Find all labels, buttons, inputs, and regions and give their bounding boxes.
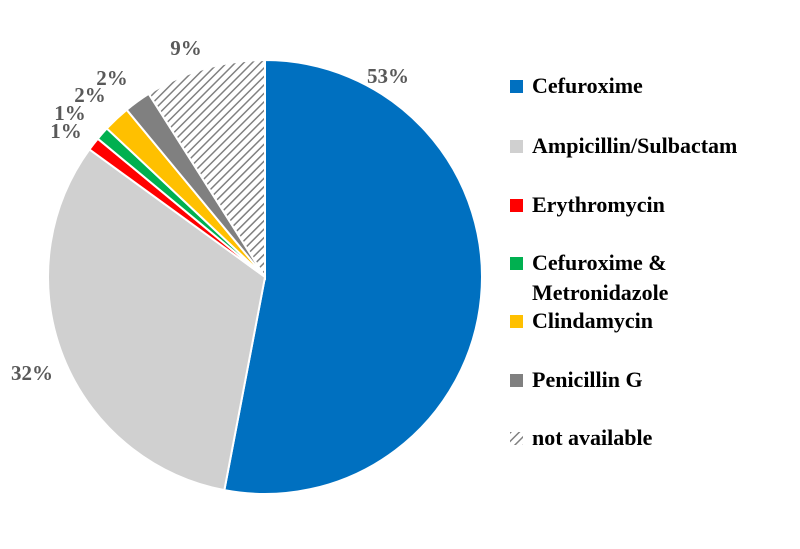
pie-slice-ampicillin-sulbactam xyxy=(47,148,267,492)
legend-item-clindamycin: Clindamycin xyxy=(510,308,653,333)
legend-label-not-available: not available xyxy=(532,425,653,450)
value-label-not-available: 9% xyxy=(170,36,202,60)
legend-label-cefuroxime-metronidazole: Cefuroxime & Metronidazole xyxy=(532,250,669,305)
legend-swatch-erythromycin xyxy=(510,199,523,212)
pie-slices xyxy=(47,58,483,495)
legend-label-penicillin-g: Penicillin G xyxy=(532,367,643,392)
legend-item-erythromycin: Erythromycin xyxy=(510,192,665,217)
legend-swatch-not-available xyxy=(510,432,523,445)
value-label-erythromycin: 1% xyxy=(50,119,82,143)
legend-item-not-available: not available xyxy=(510,425,653,450)
value-label-cefuroxime: 53% xyxy=(367,64,409,88)
legend-swatch-ampicillin-sulbactam xyxy=(510,140,523,153)
legend-item-penicillin-g: Penicillin G xyxy=(510,367,643,392)
legend-swatch-cefuroxime-metronidazole xyxy=(510,257,523,270)
legend-swatch-clindamycin xyxy=(510,315,523,328)
pie-slice-not-available xyxy=(147,58,266,281)
legend-item-cefuroxime: Cefuroxime xyxy=(510,73,643,98)
value-label-clindamycin: 2% xyxy=(74,83,106,107)
value-label-ampicillin-sulbactam: 32% xyxy=(11,361,53,385)
pie-slice-cefuroxime xyxy=(223,58,483,495)
legend-label-cefuroxime: Cefuroxime xyxy=(532,73,643,98)
legend-label-ampicillin-sulbactam: Ampicillin/Sulbactam xyxy=(532,133,737,158)
legend-label-erythromycin: Erythromycin xyxy=(532,192,665,217)
value-label-penicillin-g: 2% xyxy=(96,66,128,90)
value-label-cefuroxime-metronidazole: 1% xyxy=(54,101,86,125)
legend: Cefuroxime Ampicillin/Sulbactam Erythromyc… xyxy=(510,73,737,450)
legend-label-clindamycin: Clindamycin xyxy=(532,308,653,333)
legend-item-cefuroxime-metronidazole: Cefuroxime & Metronidazole xyxy=(510,250,669,305)
pie-value-labels: 53%32%1%1%2%2%9% xyxy=(11,36,409,385)
legend-swatch-cefuroxime xyxy=(510,80,523,93)
legend-swatch-penicillin-g xyxy=(510,374,523,387)
legend-item-ampicillin-sulbactam: Ampicillin/Sulbactam xyxy=(510,133,737,158)
